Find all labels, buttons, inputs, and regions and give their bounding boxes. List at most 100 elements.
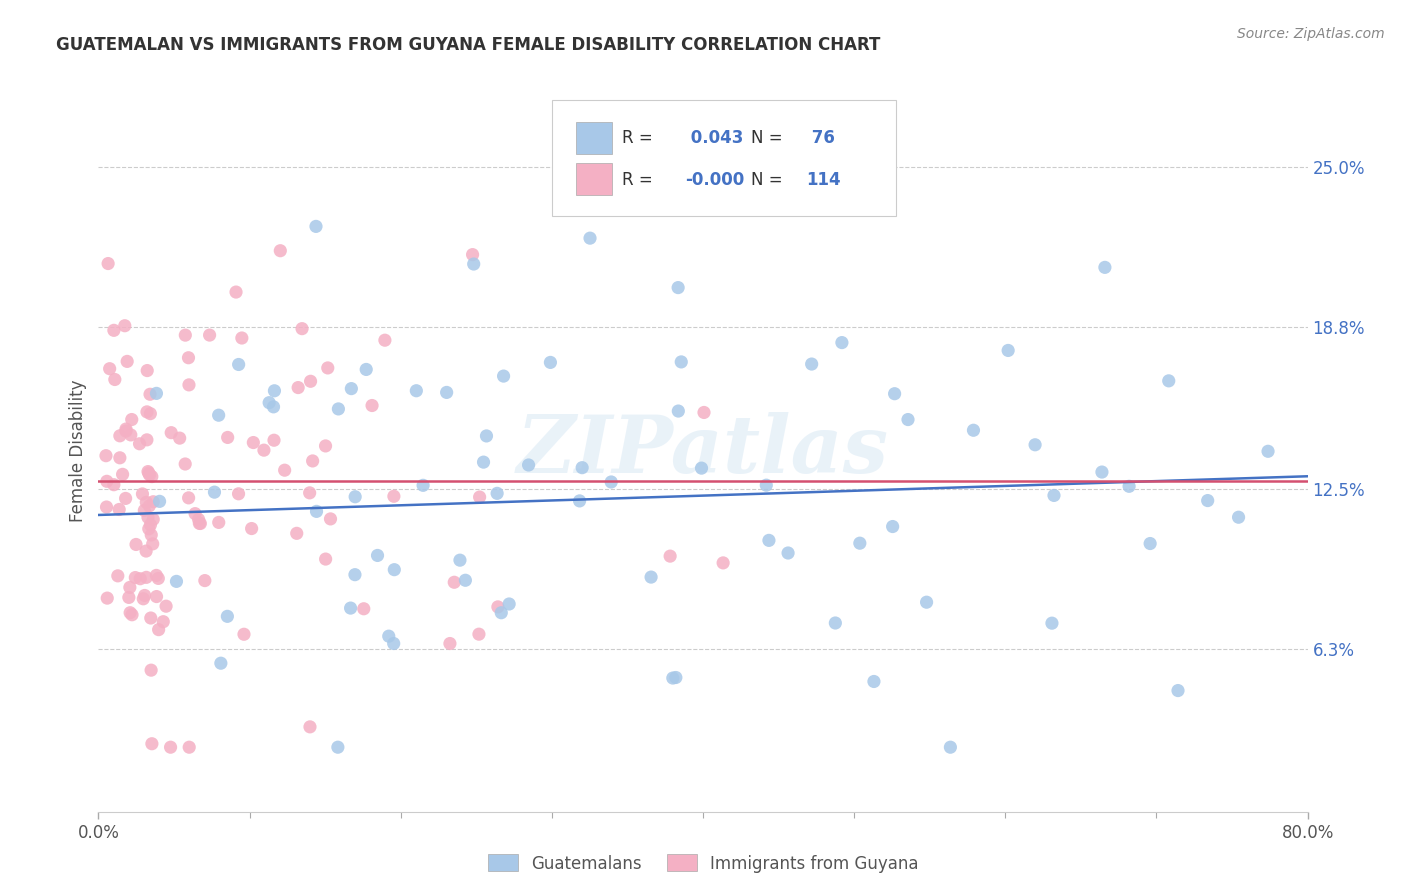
Point (343, 567, 366, 582)
Point (174, 328, 197, 343)
Point (454, 574, 477, 588)
Point (155, 599, 177, 614)
Point (188, 516, 211, 531)
Point (257, 395, 280, 409)
Point (882, 519, 904, 533)
Point (115, 424, 138, 438)
Point (136, 405, 159, 419)
Point (228, 487, 250, 501)
Point (439, 636, 461, 650)
Point (319, 512, 342, 526)
Point (135, 495, 157, 509)
Point (131, 487, 153, 501)
Point (138, 522, 160, 536)
Point (564, 191, 586, 205)
Point (138, 466, 160, 480)
Point (273, 463, 295, 477)
Point (169, 431, 191, 445)
Point (96, 475, 118, 489)
Point (134, 503, 156, 517)
Point (145, 590, 167, 604)
Point (141, 469, 163, 483)
Point (135, 544, 157, 558)
Point (139, 407, 162, 421)
Point (461, 247, 484, 261)
Text: R =: R = (621, 129, 658, 147)
Point (94, 449, 117, 463)
Point (285, 526, 308, 541)
Point (208, 408, 231, 422)
Point (755, 478, 778, 492)
Point (315, 439, 337, 453)
Point (354, 362, 377, 376)
Legend: Guatemalans, Immigrants from Guyana: Guatemalans, Immigrants from Guyana (481, 847, 925, 880)
Point (1024, 438, 1046, 452)
Point (108, 429, 131, 443)
Point (129, 572, 152, 586)
Text: 114: 114 (806, 170, 841, 188)
Point (711, 556, 734, 570)
Point (208, 516, 231, 530)
Point (849, 536, 872, 550)
Point (1167, 683, 1189, 698)
Point (108, 450, 131, 465)
Point (897, 412, 920, 426)
Point (1091, 465, 1114, 479)
Point (436, 385, 458, 400)
Point (305, 504, 328, 518)
Point (204, 485, 226, 500)
Point (662, 671, 685, 685)
Point (299, 374, 322, 388)
Point (139, 517, 162, 532)
Point (382, 489, 405, 503)
Point (135, 570, 157, 584)
Point (187, 512, 209, 526)
Point (665, 671, 688, 685)
Point (328, 401, 350, 416)
Point (305, 219, 328, 234)
Point (263, 384, 285, 398)
Point (104, 372, 127, 386)
Point (915, 595, 938, 609)
Point (135, 433, 157, 447)
Point (120, 606, 142, 620)
Point (142, 537, 165, 551)
Point (136, 465, 159, 479)
Point (177, 351, 200, 365)
Point (139, 663, 162, 677)
Point (177, 491, 200, 505)
Point (1227, 510, 1250, 524)
Y-axis label: Female Disability: Female Disability (69, 379, 87, 522)
Point (693, 405, 716, 419)
Point (114, 491, 136, 506)
Point (1257, 444, 1279, 458)
Point (666, 404, 689, 418)
Point (962, 423, 984, 437)
Point (579, 231, 602, 245)
Point (166, 574, 188, 589)
Point (134, 589, 156, 603)
Point (883, 386, 905, 401)
Point (538, 355, 561, 369)
Point (339, 601, 361, 615)
Point (114, 318, 136, 333)
Point (115, 354, 138, 368)
Point (148, 571, 170, 585)
Point (1094, 260, 1116, 275)
Point (367, 549, 389, 563)
Text: 0.043: 0.043 (685, 129, 744, 147)
Point (412, 478, 434, 492)
Point (666, 280, 689, 294)
Point (217, 430, 239, 444)
Point (1043, 488, 1066, 502)
Point (468, 490, 491, 504)
Point (758, 533, 780, 548)
Point (468, 627, 491, 641)
Point (671, 355, 693, 369)
Point (298, 720, 321, 734)
Point (831, 335, 853, 350)
Point (136, 363, 159, 377)
Point (939, 740, 962, 755)
Point (233, 627, 256, 641)
Point (463, 257, 485, 271)
